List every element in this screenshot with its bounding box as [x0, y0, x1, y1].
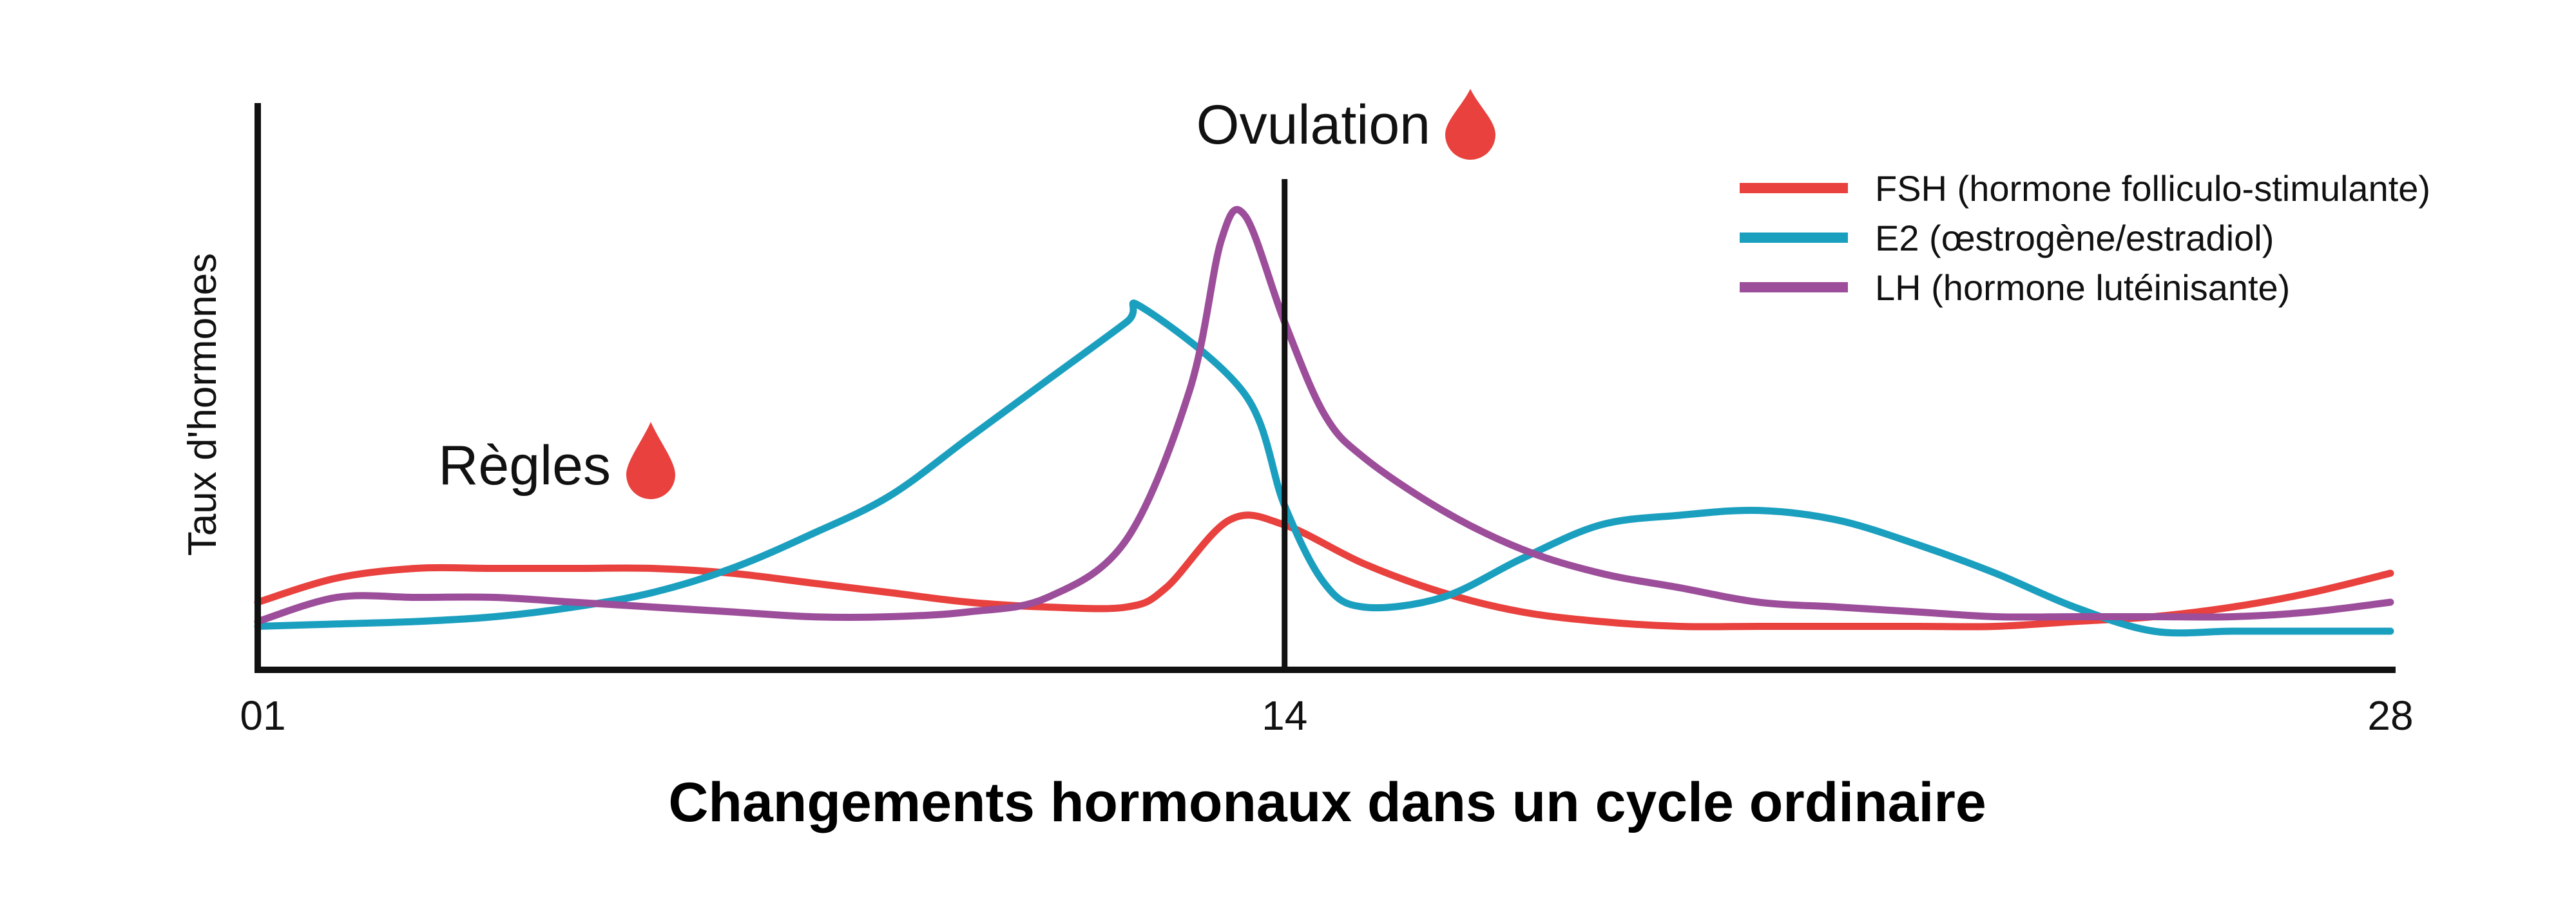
- x-tick-label-1: 01: [240, 692, 285, 739]
- x-tick-labels: 01 14 28: [240, 692, 2413, 739]
- legend: FSH (hormone folliculo-stimulante) E2 (œs…: [1740, 168, 2430, 308]
- series-line-3: [254, 205, 2394, 625]
- series-line-2: [254, 299, 2394, 637]
- legend-label-2: E2 (œstrogène/estradiol): [1875, 218, 2274, 258]
- blood-drop-icon: [1445, 89, 1495, 160]
- annotation-regles-label: Règles: [438, 435, 611, 497]
- series-lines: [254, 205, 2394, 637]
- blood-drop-icon: [626, 422, 675, 499]
- legend-label-1: FSH (hormone folliculo-stimulante): [1875, 168, 2430, 209]
- annotations: Ovulation Règles: [438, 89, 1495, 499]
- y-axis-label: Taux d'hormones: [180, 253, 225, 556]
- legend-label-3: LH (hormone lutéinisante): [1875, 267, 2290, 308]
- annotation-ovulation-label: Ovulation: [1197, 94, 1430, 156]
- x-tick-label-2: 14: [1262, 692, 1307, 739]
- chart-title: Changements hormonaux dans un cycle ordi…: [668, 772, 1986, 833]
- x-tick-label-3: 28: [2367, 692, 2413, 739]
